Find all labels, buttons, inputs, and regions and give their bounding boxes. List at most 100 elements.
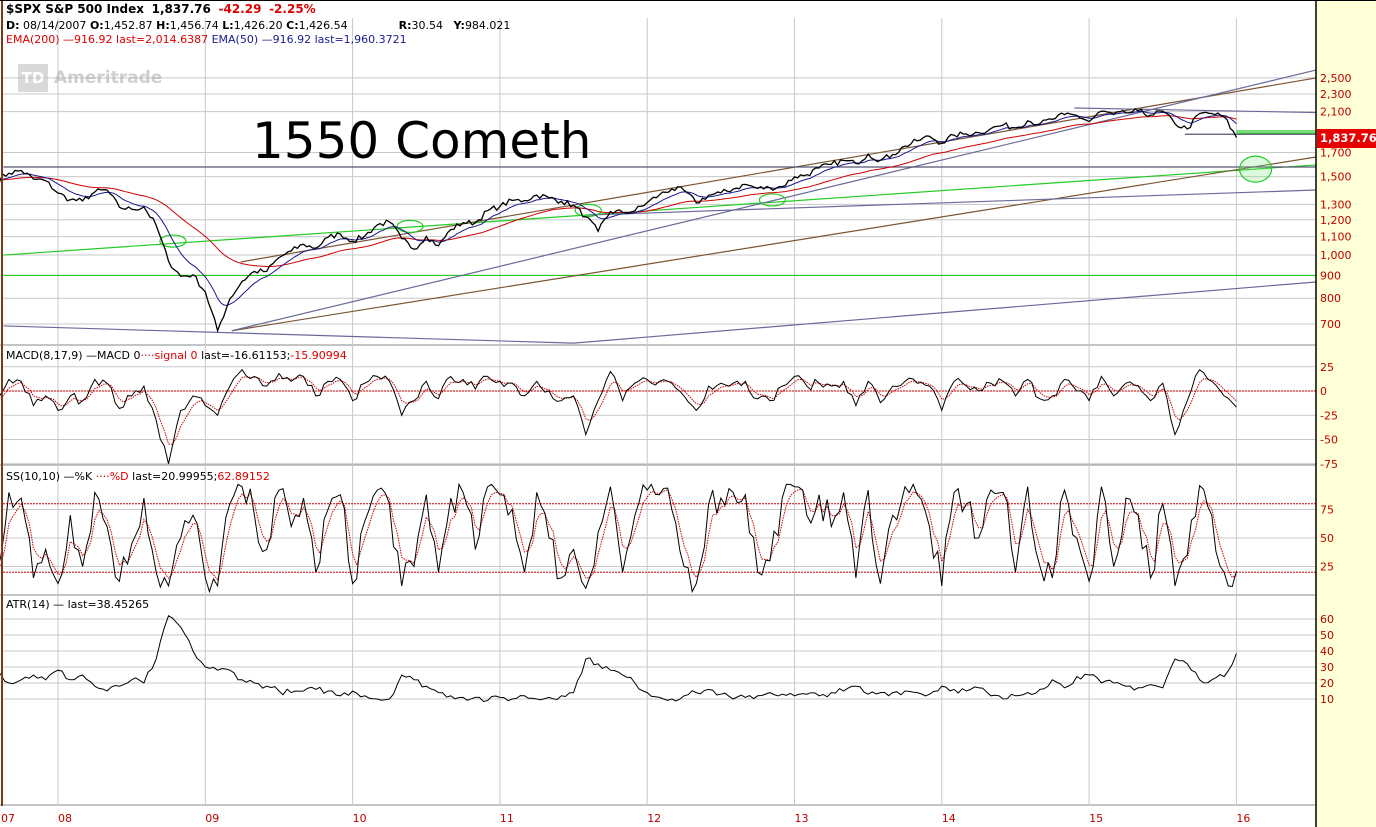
trendline-green	[3, 164, 1316, 256]
ss-d-last: 62.89152	[217, 470, 270, 483]
axes: 07 08 09 10 11 12 13 14 15 16 2,500 2,300 2,100 1,700…	[1, 72, 1352, 825]
y-value: 984.021	[464, 19, 511, 32]
atr-title: ATR(14) —	[6, 598, 65, 611]
low-label: L:	[222, 19, 234, 32]
close-label: C:	[286, 19, 299, 32]
ss-last: last=20.99955;	[132, 470, 218, 483]
price-tick-label: 1,200	[1320, 214, 1352, 227]
atr-legend: ATR(14) — last=38.45265	[6, 598, 149, 611]
indicator-tick-label: 75	[1320, 504, 1334, 517]
indicator-tick-label: -50	[1320, 434, 1338, 447]
price-tick-label: 2,300	[1320, 88, 1352, 101]
td-logo-mark: TD	[18, 64, 48, 92]
open-value: 1,452.87	[103, 19, 153, 32]
ohlc-row: D: 08/14/2007 O:1,452.87 H:1,456.74 L:1,…	[6, 19, 510, 32]
ss-d-label: %D	[109, 470, 129, 483]
indicator-tick-label: -25	[1320, 409, 1338, 422]
last-price-marker: 1,837.7600	[1317, 129, 1376, 148]
indicator-tick-label: 30	[1320, 661, 1334, 674]
price-tick-label: 1,100	[1320, 231, 1352, 244]
high-label: H:	[156, 19, 170, 32]
series-layer	[0, 107, 1237, 703]
range-value: 30.54	[411, 19, 444, 32]
high-value: 1,456.74	[169, 19, 219, 32]
ema200-line	[0, 115, 1237, 268]
macd-signal-last: -15.90994	[290, 349, 347, 362]
trendlines	[3, 69, 1317, 344]
price-line	[0, 107, 1237, 333]
price-change: -42.29	[218, 2, 262, 16]
last-price: 1,837.76	[151, 2, 211, 16]
x-tick-label: 09	[205, 812, 219, 825]
macd-last: last=-16.61153;	[201, 349, 291, 362]
macd-signal-label: signal 0	[154, 349, 198, 362]
x-tick-label: 07	[1, 812, 15, 825]
trendline-blue	[231, 69, 1317, 332]
price-tick-label: 700	[1320, 318, 1341, 331]
open-label: O:	[89, 19, 104, 32]
indicator-tick-label: 40	[1320, 645, 1334, 658]
range-label: R:	[398, 19, 412, 32]
x-tick-label: 16	[1236, 812, 1250, 825]
indicator-tick-label: 50	[1320, 629, 1334, 642]
macd-title: MACD(8,17,9) —MACD 0	[6, 349, 141, 362]
atr-last: last=38.45265	[67, 598, 150, 611]
indicator-tick-label: -75	[1320, 458, 1338, 471]
title-row: $SPX S&P 500 Index 1,837.76 -42.29 -2.25…	[6, 2, 316, 16]
ameritrade-logo: TD Ameritrade	[18, 64, 162, 92]
trendline-blue	[1074, 107, 1316, 114]
highlight-ellipse	[159, 234, 187, 248]
gridlines	[0, 18, 1316, 806]
ema50-legend: EMA(50) —916.92 last=1,960.3721	[211, 33, 407, 46]
date-label: D:	[6, 19, 20, 32]
atr-line	[0, 615, 1237, 703]
x-tick-label: 15	[1089, 812, 1103, 825]
stochastic-line	[0, 482, 1237, 594]
trendline-brown	[231, 156, 1317, 332]
price-tick-label: 2,500	[1320, 72, 1352, 85]
x-tick-label: 10	[353, 812, 367, 825]
x-tick-label: 12	[647, 812, 661, 825]
x-tick-label: 11	[500, 812, 514, 825]
indicator-tick-label: 0	[1320, 385, 1327, 398]
stochastic-signal-line	[0, 489, 1237, 581]
highlight-ellipse	[396, 219, 424, 233]
ema-legend: EMA(200) —916.92 last=2,014.6387 EMA(50)…	[6, 33, 407, 46]
ema50-line	[0, 110, 1237, 306]
price-tick-label: 1,000	[1320, 249, 1352, 262]
x-tick-label: 13	[795, 812, 809, 825]
trendline-blue	[588, 189, 1316, 216]
date-value: 08/14/2007	[23, 19, 87, 32]
ema200-legend: EMA(200) —916.92 last=2,014.6387	[6, 33, 209, 46]
price-tick-label: 1,300	[1320, 198, 1352, 211]
highlight-ellipse	[1238, 155, 1273, 183]
ss-legend: SS(10,10) —%K ····%D last=20.99955;62.89…	[6, 470, 270, 483]
highlight-ellipse	[574, 203, 602, 217]
price-tick-label: 2,100	[1320, 106, 1352, 119]
price-tick-label: 1,500	[1320, 171, 1352, 184]
price-tick-label: 900	[1320, 269, 1341, 282]
indicator-tick-label: 50	[1320, 532, 1334, 545]
indicator-tick-label: 25	[1320, 561, 1334, 574]
low-value: 1,426.20	[233, 19, 283, 32]
symbol-title: $SPX S&P 500 Index	[6, 2, 144, 16]
price-tick-label: 1,700	[1320, 146, 1352, 159]
trendline-blue	[3, 281, 1316, 344]
macd-legend: MACD(8,17,9) —MACD 0····signal 0 last=-1…	[6, 349, 347, 362]
indicator-tick-label: 25	[1320, 361, 1334, 374]
x-tick-label: 08	[58, 812, 72, 825]
chart-annotation: 1550 Cometh	[252, 112, 592, 170]
indicator-tick-label: 10	[1320, 693, 1334, 706]
indicator-tick-label: 20	[1320, 677, 1334, 690]
y-label: Y:	[453, 19, 465, 32]
price-change-percent: -2.25%	[269, 2, 316, 16]
macd-line	[0, 368, 1237, 464]
ss-title: SS(10,10) —%K	[6, 470, 93, 483]
x-tick-label: 14	[942, 812, 956, 825]
indicator-tick-label: 60	[1320, 613, 1334, 626]
close-value: 1,426.54	[298, 19, 348, 32]
macd-signal-line	[0, 376, 1237, 445]
highlight-ellipse	[758, 193, 787, 207]
logo-name: Ameritrade	[54, 68, 163, 88]
